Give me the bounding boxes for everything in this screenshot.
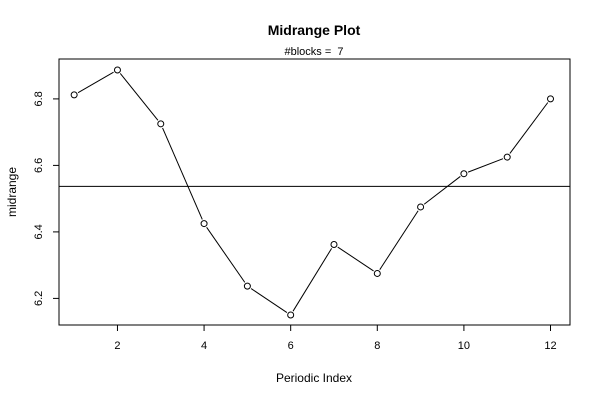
series-segment-1 [119, 73, 159, 121]
data-point-12 [547, 95, 555, 103]
data-point-5 [243, 282, 251, 290]
series-segment-2 [162, 127, 203, 220]
series-segment-4 [250, 288, 288, 313]
series-segment-3 [206, 227, 246, 283]
x-tick-label-4: 10 [458, 340, 470, 352]
x-tick-label-3: 8 [374, 340, 380, 352]
plot-frame [58, 58, 571, 326]
x-tick-label-1: 4 [201, 340, 207, 352]
series-segment-9 [467, 158, 504, 173]
y-axis: 6.2 6.4 6.6 6.8 [33, 91, 59, 306]
data-point-3 [157, 120, 165, 128]
x-tick-label-2: 6 [288, 340, 294, 352]
x-tick-label-0: 2 [114, 340, 120, 352]
data-point-7 [330, 241, 338, 249]
series-segment-0 [77, 71, 114, 94]
data-point-4 [200, 220, 208, 228]
y-tick-label-1: 6.4 [33, 224, 45, 239]
chart-title: Midrange Plot [268, 22, 361, 38]
data-point-11 [503, 153, 511, 161]
data-point-10 [460, 170, 468, 178]
data-point-8 [373, 269, 381, 277]
series-segment-6 [337, 246, 374, 272]
data-point-2 [113, 66, 121, 74]
y-tick-label-3: 6.8 [33, 91, 45, 106]
data-point-9 [417, 203, 425, 211]
x-tick-label-5: 12 [544, 340, 556, 352]
series-segment-8 [423, 176, 461, 205]
x-axis-label: Periodic Index [276, 371, 352, 385]
y-tick-label-2: 6.6 [33, 158, 45, 173]
y-tick-label-0: 6.2 [33, 291, 45, 306]
data-point-1 [70, 91, 78, 99]
data-point-6 [287, 311, 295, 319]
y-axis-label: midrange [5, 167, 19, 217]
series-segment-7 [379, 210, 419, 270]
series-midrange [70, 66, 555, 319]
series-segment-10 [509, 102, 549, 154]
chart-subtitle: #blocks = 7 [284, 46, 343, 58]
series-segment-5 [292, 248, 333, 312]
x-axis: 2 4 6 8 10 12 [114, 325, 557, 352]
